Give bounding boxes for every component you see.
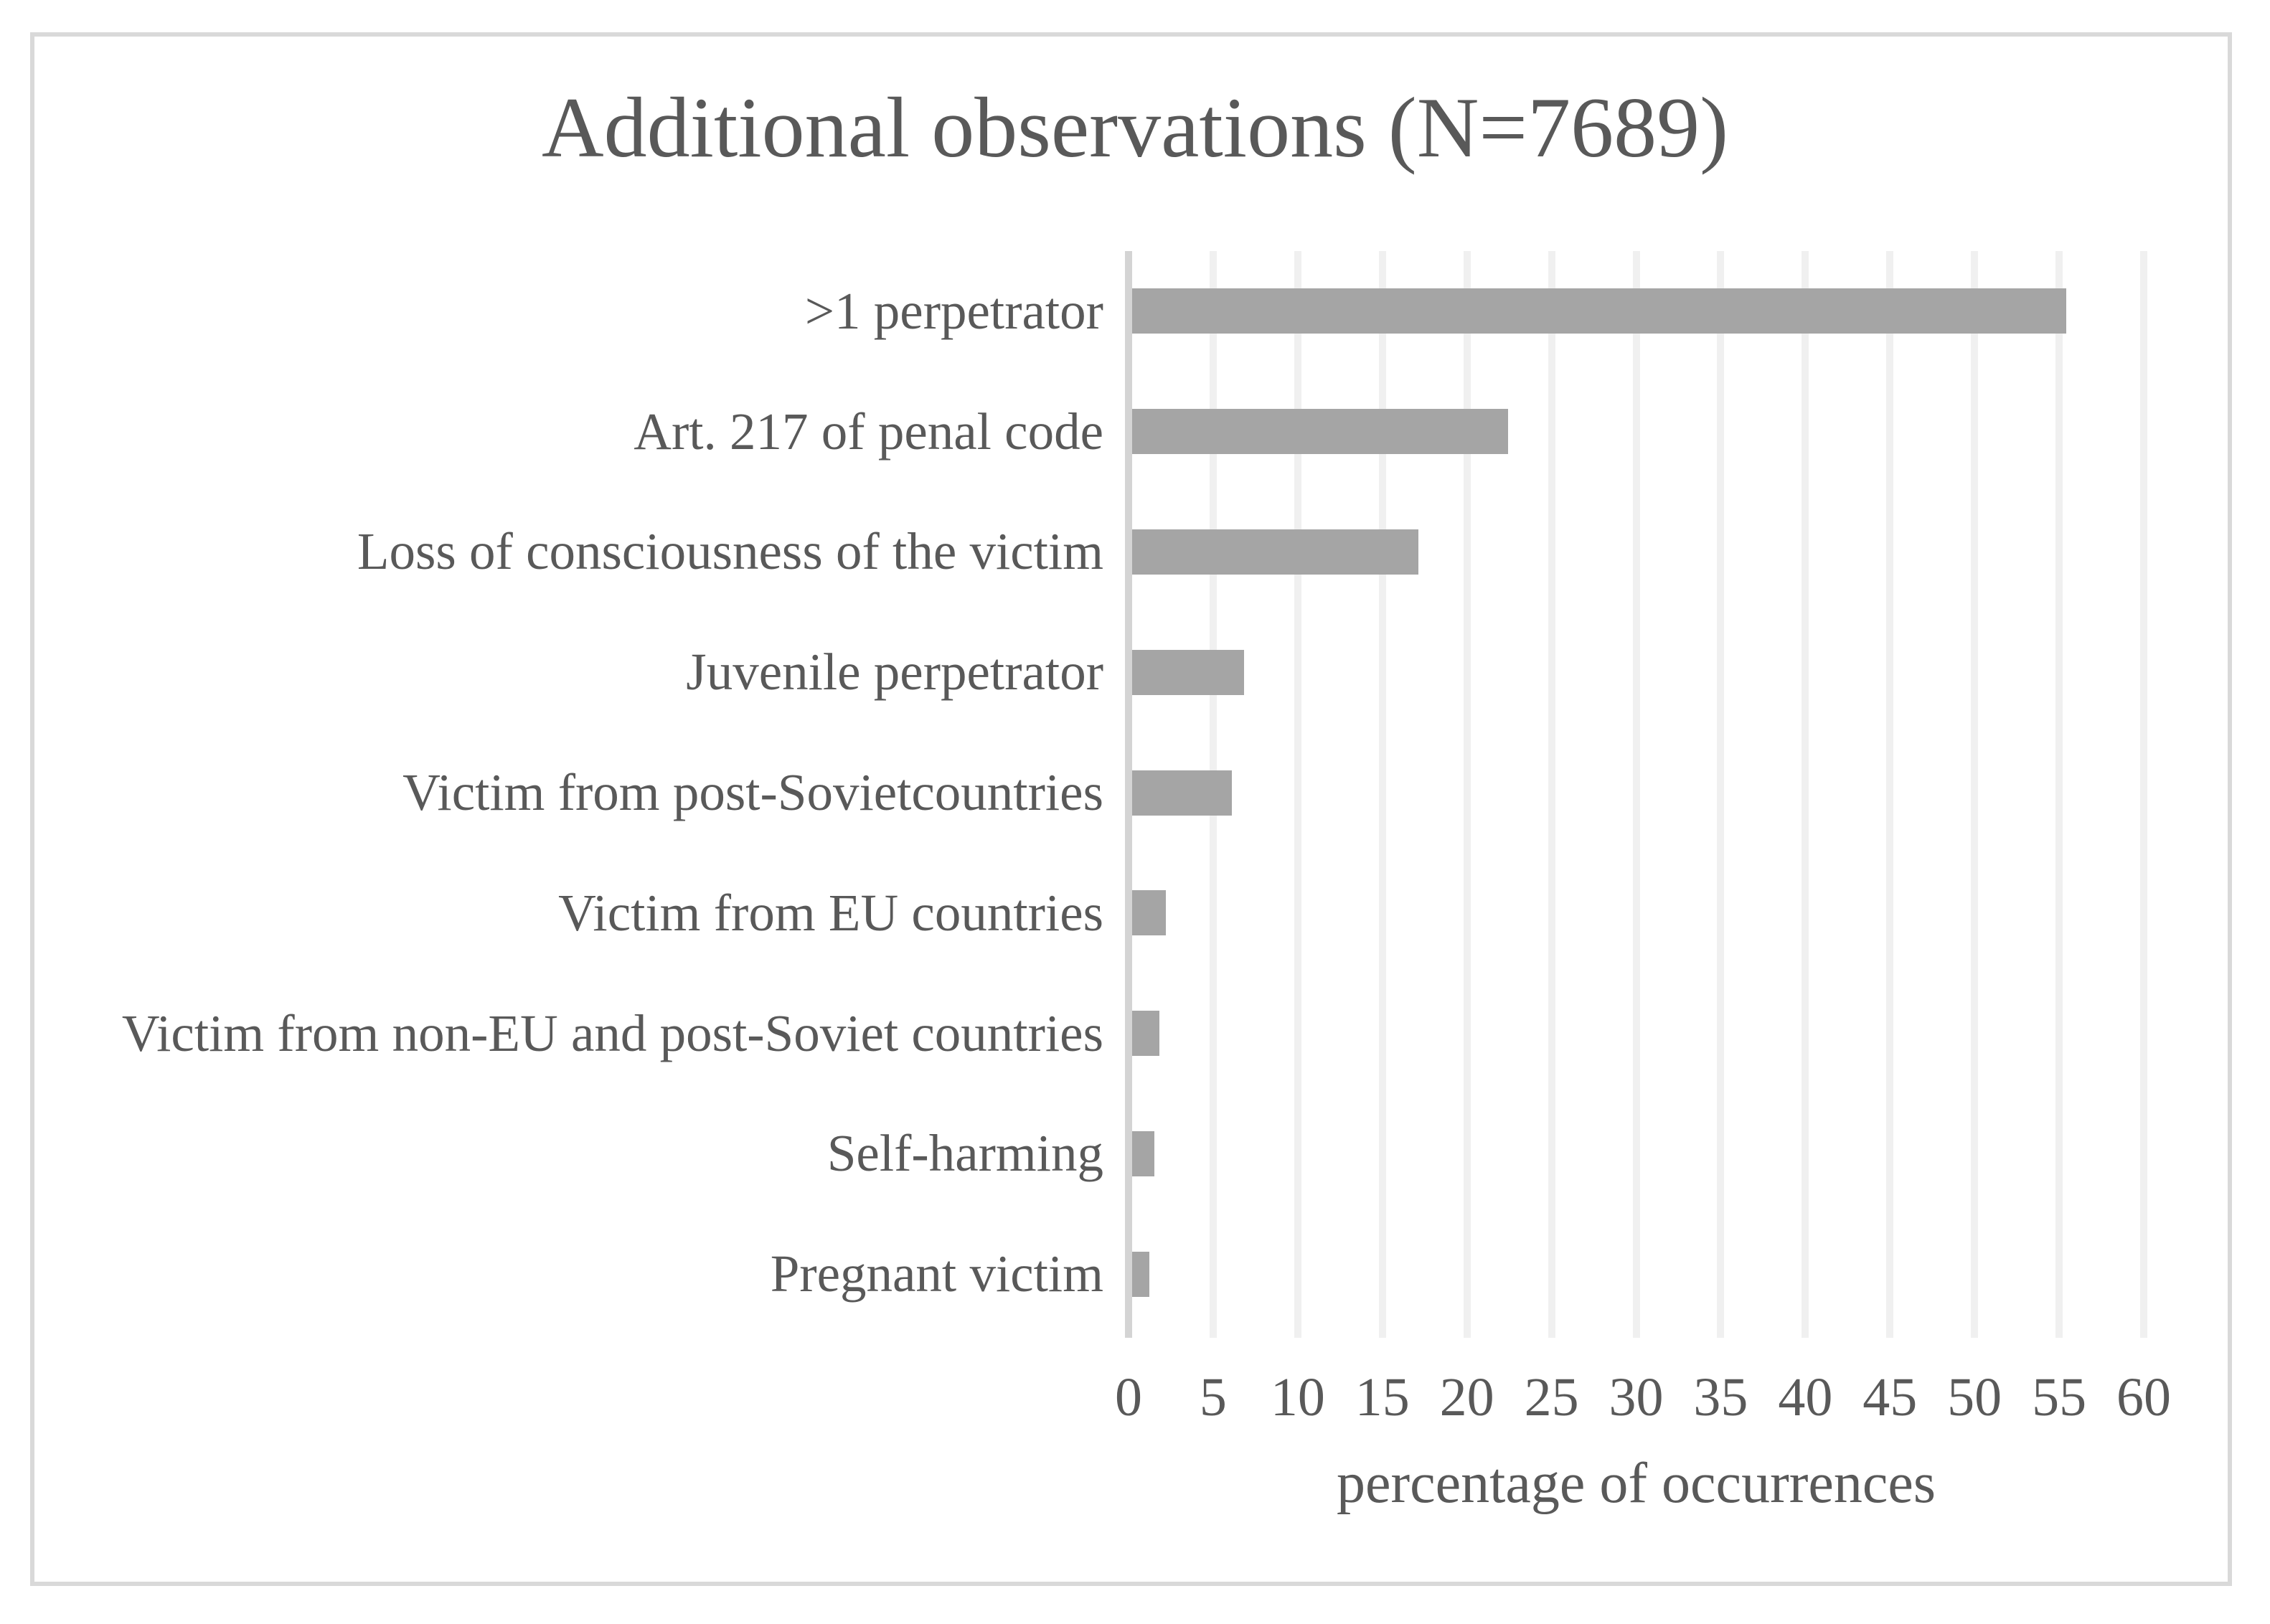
x-tick-label-15: 15 bbox=[1355, 1367, 1410, 1427]
category-label: Victim from EU countries bbox=[558, 883, 1103, 942]
gridline-x-10 bbox=[1294, 251, 1301, 1338]
category-label: Art. 217 of penal code bbox=[634, 402, 1103, 461]
x-axis-label: percentage of occurrences bbox=[1337, 1452, 1936, 1515]
bar-7 bbox=[1132, 1011, 1159, 1057]
gridline-x-25 bbox=[1548, 251, 1555, 1338]
bar-8 bbox=[1132, 1130, 1154, 1176]
category-label: Juvenile perpetrator bbox=[686, 643, 1103, 702]
category-label: Loss of consciousness of the victim bbox=[357, 522, 1103, 581]
gridline-x-30 bbox=[1632, 251, 1640, 1338]
gridline-x-45 bbox=[1886, 251, 1894, 1338]
category-label: Victim from post-Sovietcountries bbox=[402, 763, 1103, 821]
gridline-x-20 bbox=[1463, 251, 1471, 1338]
gridline-x-40 bbox=[1802, 251, 1809, 1338]
bar-2 bbox=[1132, 409, 1508, 455]
chart-title: Additional observations (N=7689) bbox=[541, 80, 1729, 175]
gridline-x-55 bbox=[2055, 251, 2063, 1338]
x-tick-label-40: 40 bbox=[1778, 1367, 1833, 1427]
bar-9 bbox=[1132, 1251, 1149, 1297]
category-label: Self-harming bbox=[826, 1124, 1103, 1183]
y-axis-zero-line bbox=[1125, 251, 1132, 1338]
x-tick-label-55: 55 bbox=[2032, 1367, 2087, 1427]
x-tick-label-60: 60 bbox=[2116, 1367, 2171, 1427]
gridline-x-60 bbox=[2140, 251, 2147, 1338]
x-tick-label-10: 10 bbox=[1270, 1367, 1325, 1427]
x-tick-label-30: 30 bbox=[1609, 1367, 1664, 1427]
bar-1 bbox=[1132, 288, 2066, 334]
x-tick-label-25: 25 bbox=[1524, 1367, 1579, 1427]
x-tick-label-35: 35 bbox=[1693, 1367, 1748, 1427]
bar-4 bbox=[1132, 649, 1244, 695]
x-tick-label-20: 20 bbox=[1439, 1367, 1494, 1427]
x-tick-label-0: 0 bbox=[1115, 1367, 1142, 1427]
gridline-x-50 bbox=[1971, 251, 1979, 1338]
gridline-x-35 bbox=[1717, 251, 1725, 1338]
category-label: >1 perpetrator bbox=[804, 281, 1103, 340]
x-tick-label-45: 45 bbox=[1862, 1367, 1918, 1427]
bar-6 bbox=[1132, 890, 1167, 936]
bar-5 bbox=[1132, 770, 1233, 816]
category-label: Pregnant victim bbox=[770, 1245, 1103, 1303]
x-tick-label-5: 5 bbox=[1199, 1367, 1227, 1427]
bar-3 bbox=[1132, 529, 1418, 575]
category-label: Victim from non-EU and post-Soviet count… bbox=[121, 1004, 1103, 1062]
gridline-x-15 bbox=[1378, 251, 1386, 1338]
x-tick-label-50: 50 bbox=[1947, 1367, 2002, 1427]
